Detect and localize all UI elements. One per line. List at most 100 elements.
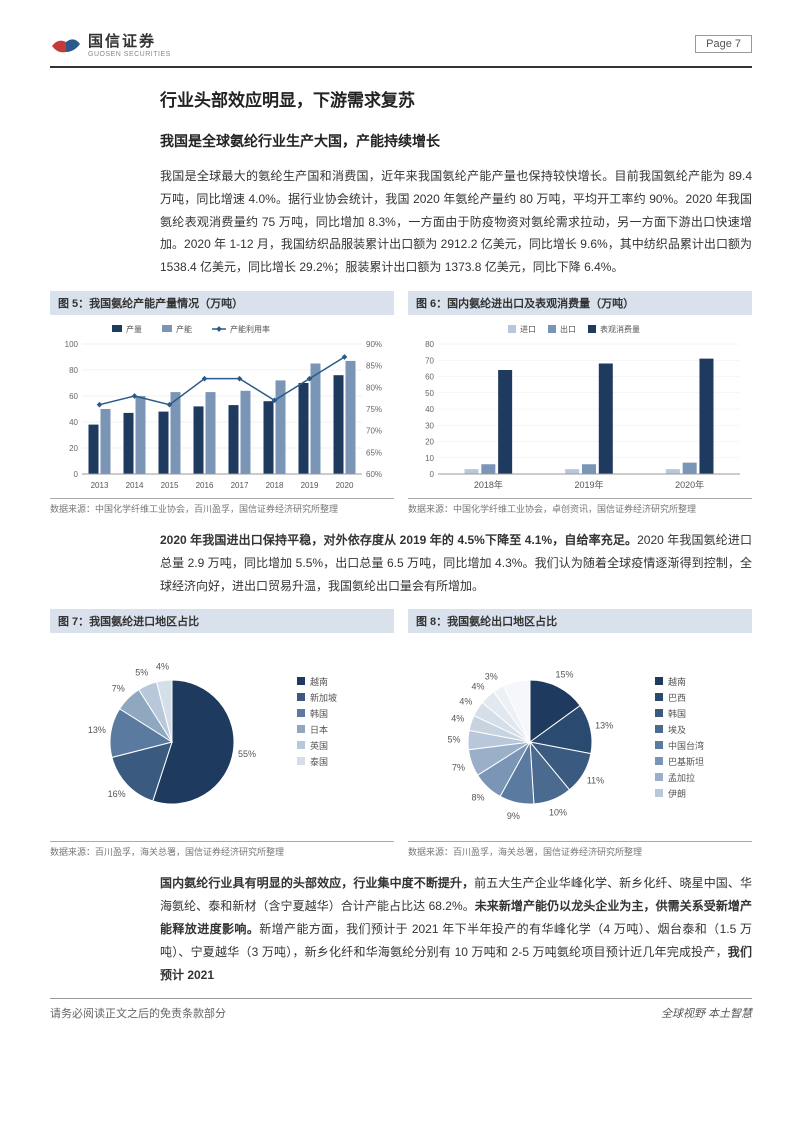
footer-tagline: 全球视野 本土智慧 [661, 1005, 752, 1021]
svg-text:伊朗: 伊朗 [668, 788, 686, 799]
svg-text:40: 40 [425, 405, 434, 414]
svg-text:韩国: 韩国 [310, 708, 328, 719]
svg-text:9%: 9% [507, 812, 520, 822]
svg-text:7%: 7% [452, 763, 465, 773]
svg-text:20: 20 [69, 444, 78, 453]
svg-text:巴西: 巴西 [668, 693, 686, 703]
svg-text:2014: 2014 [126, 481, 144, 490]
svg-text:2018: 2018 [266, 481, 284, 490]
svg-text:2019: 2019 [301, 481, 319, 490]
svg-text:2020: 2020 [336, 481, 354, 490]
svg-text:60: 60 [425, 372, 434, 381]
page-number: Page 7 [695, 35, 752, 53]
svg-text:3%: 3% [485, 672, 498, 682]
svg-text:英国: 英国 [310, 740, 328, 751]
svg-text:越南: 越南 [668, 676, 686, 687]
svg-text:产能: 产能 [176, 324, 192, 334]
svg-text:55%: 55% [238, 749, 256, 759]
svg-text:进口: 进口 [520, 325, 536, 334]
chart7-title: 图 7：我国氨纶进口地区占比 [50, 609, 394, 633]
paragraph-3: 国内氨纶行业具有明显的头部效应，行业集中度不断提升，前五大生产企业华峰化学、新乡… [160, 872, 752, 986]
svg-text:0: 0 [74, 470, 79, 479]
chart8-canvas: 15%13%11%10%9%8%7%5%4%4%4%3%越南巴西韩国埃及中国台湾… [408, 637, 752, 837]
svg-text:11%: 11% [587, 776, 604, 786]
svg-text:70%: 70% [366, 427, 382, 436]
svg-text:80: 80 [69, 366, 78, 375]
svg-text:韩国: 韩国 [668, 708, 686, 719]
svg-text:16%: 16% [108, 789, 126, 799]
svg-text:30: 30 [425, 421, 434, 430]
svg-text:60: 60 [69, 392, 78, 401]
chart8-title: 图 8：我国氨纶出口地区占比 [408, 609, 752, 633]
section-h1: 行业头部效应明显，下游需求复苏 [160, 86, 752, 111]
svg-text:8%: 8% [471, 793, 484, 803]
charts-row-2: 图 7：我国氨纶进口地区占比 55% 16% 13% 7% 5% 4% 越南新加坡韩国日本英… [50, 609, 752, 858]
header-rule [50, 66, 752, 68]
svg-text:13%: 13% [595, 721, 613, 731]
svg-text:产量: 产量 [126, 324, 142, 334]
company-name-en: GUOSEN SECURITIES [88, 51, 171, 58]
svg-text:泰国: 泰国 [310, 756, 328, 767]
svg-text:65%: 65% [366, 448, 382, 457]
page-header: 国信证券 GUOSEN SECURITIES Page 7 [50, 30, 752, 58]
svg-text:巴基斯坦: 巴基斯坦 [668, 756, 704, 767]
svg-text:越南: 越南 [310, 676, 328, 687]
svg-text:80%: 80% [366, 383, 382, 392]
svg-text:5%: 5% [448, 735, 461, 745]
chart7-canvas: 55% 16% 13% 7% 5% 4% 越南新加坡韩国日本英国泰国 [50, 637, 394, 837]
para3-bold1: 国内氨纶行业具有明显的头部效应，行业集中度不断提升， [160, 876, 474, 890]
svg-text:2020年: 2020年 [675, 479, 704, 490]
svg-text:出口: 出口 [560, 324, 576, 334]
svg-text:50: 50 [425, 389, 434, 398]
svg-text:4%: 4% [459, 697, 472, 707]
svg-text:60%: 60% [366, 470, 382, 479]
svg-text:100: 100 [65, 340, 79, 349]
svg-text:4%: 4% [471, 682, 484, 692]
paragraph-2: 2020 年我国进出口保持平稳，对外依存度从 2019 年的 4.5%下降至 4… [160, 529, 752, 597]
svg-text:0: 0 [430, 470, 435, 479]
svg-text:2016: 2016 [196, 481, 214, 490]
chart6-canvas: 0 10 20 30 40 50 60 70 80 2018年 2019年 2020年 进口 出口 表观消费… [408, 319, 752, 494]
svg-text:日本: 日本 [310, 724, 328, 735]
company-logo: 国信证券 GUOSEN SECURITIES [50, 30, 171, 58]
chart7-source: 数据来源：百川盈孚，海关总署，国信证券经济研究所整理 [50, 841, 394, 858]
footer-disclaimer: 请务必阅读正文之后的免责条款部分 [50, 1005, 226, 1021]
logo-icon [50, 32, 82, 56]
paragraph-1: 我国是全球最大的氨纶生产国和消费国，近年来我国氨纶产能产量也保持较快增长。目前我… [160, 165, 752, 279]
svg-text:4%: 4% [156, 662, 169, 672]
para2-bold: 2020 年我国进出口保持平稳，对外依存度从 2019 年的 4.5%下降至 4… [160, 533, 637, 547]
svg-text:埃及: 埃及 [668, 724, 686, 735]
chart6-source: 数据来源：中国化学纤维工业协会，卓创资讯，国信证券经济研究所整理 [408, 498, 752, 515]
chart6-title: 图 6：国内氨纶进出口及表观消费量（万吨） [408, 291, 752, 315]
page-footer: 请务必阅读正文之后的免责条款部分 全球视野 本土智慧 [50, 998, 752, 1021]
svg-text:20: 20 [425, 437, 434, 446]
svg-text:10: 10 [425, 454, 434, 463]
company-name-cn: 国信证券 [88, 30, 171, 51]
svg-text:80: 80 [425, 340, 434, 349]
svg-text:15%: 15% [555, 670, 573, 680]
svg-text:70: 70 [425, 356, 434, 365]
svg-text:中国台湾: 中国台湾 [668, 740, 704, 751]
svg-text:10%: 10% [549, 808, 567, 818]
section-h2: 我国是全球氨纶行业生产大国，产能持续增长 [160, 131, 752, 151]
svg-text:2018年: 2018年 [474, 479, 503, 490]
svg-text:孟加拉: 孟加拉 [668, 772, 695, 783]
svg-text:90%: 90% [366, 340, 382, 349]
svg-text:13%: 13% [88, 725, 106, 735]
chart5-canvas: 0 20 40 60 80 100 60% 65% 70% 75% 80% 85% 90% 2013 201… [50, 319, 394, 494]
chart5-title: 图 5：我国氨纶产能产量情况（万吨） [50, 291, 394, 315]
svg-text:75%: 75% [366, 405, 382, 414]
svg-text:2013: 2013 [91, 481, 109, 490]
svg-text:5%: 5% [135, 668, 148, 678]
svg-text:40: 40 [69, 418, 78, 427]
svg-text:2017: 2017 [231, 481, 249, 490]
svg-text:2015: 2015 [161, 481, 179, 490]
svg-text:7%: 7% [112, 684, 125, 694]
chart5-source: 数据来源：中国化学纤维工业协会，百川盈孚，国信证券经济研究所整理 [50, 498, 394, 515]
svg-text:产能利用率: 产能利用率 [230, 324, 270, 334]
svg-text:2019年: 2019年 [574, 479, 603, 490]
svg-text:表观消费量: 表观消费量 [600, 324, 640, 334]
svg-text:85%: 85% [366, 362, 382, 371]
svg-text:新加坡: 新加坡 [310, 692, 337, 703]
chart8-source: 数据来源：百川盈孚，海关总署，国信证券经济研究所整理 [408, 841, 752, 858]
